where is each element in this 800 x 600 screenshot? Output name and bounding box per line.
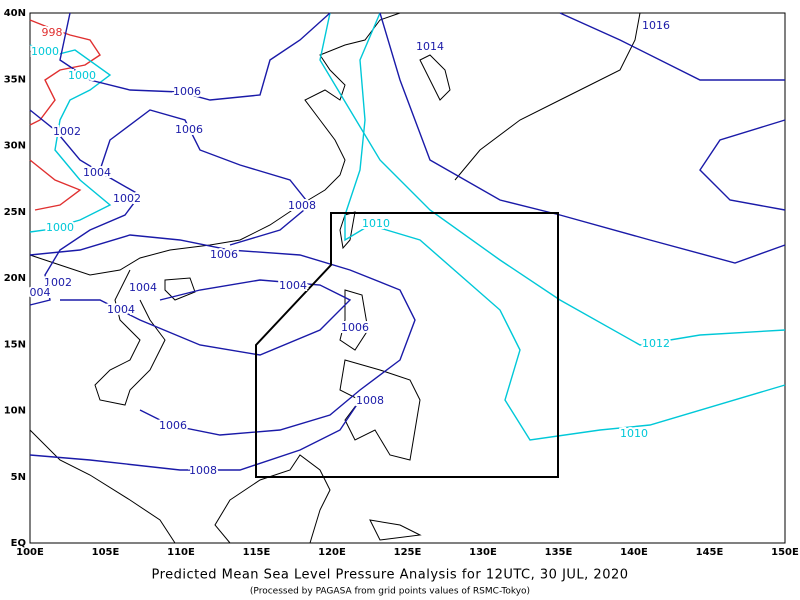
contour-label: 1012 <box>642 337 670 350</box>
contour-label: 1008 <box>189 464 217 477</box>
title: Predicted Mean Sea Level Pressure Analys… <box>151 568 628 583</box>
contour-label: 1002 <box>44 276 72 289</box>
contour-label: 1004 <box>107 303 135 316</box>
contour-label: 1006 <box>159 419 187 432</box>
x-axis-label: 130E <box>469 547 497 558</box>
contour-label: 1000 <box>46 221 74 234</box>
x-axis-label: 115E <box>243 547 271 558</box>
y-axis-label: 10N <box>4 406 26 417</box>
x-axis-label: 150E <box>771 547 799 558</box>
contour-label: 1006 <box>173 85 201 98</box>
y-axis-label: 15N <box>4 339 26 350</box>
x-axis-label: 125E <box>394 547 422 558</box>
contour-label: 1006 <box>210 248 238 261</box>
map-frame <box>29 12 786 544</box>
x-axis-label: 100E <box>16 547 44 558</box>
y-axis-label: 5N <box>11 472 26 483</box>
y-axis-label: 20N <box>4 273 26 284</box>
contour-label: 998 <box>42 26 63 39</box>
y-axis-label: 35N <box>4 74 26 85</box>
contour-label: 1004 <box>83 166 111 179</box>
contour-label: 1006 <box>175 123 203 136</box>
contour-label: 1008 <box>288 199 316 212</box>
x-axis-label: 110E <box>167 547 195 558</box>
coastlines <box>29 12 641 544</box>
contour-label: 1002 <box>113 192 141 205</box>
contour-label: 1010 <box>362 217 390 230</box>
contour-label: 1000 <box>31 45 59 58</box>
x-axis-label: 145E <box>696 547 724 558</box>
contour-label: 1000 <box>68 69 96 82</box>
y-axis-label: EQ <box>11 538 26 549</box>
contour-label: 1010 <box>620 427 648 440</box>
contour-label: 1002 <box>53 125 81 138</box>
contour-label: 1016 <box>642 19 670 32</box>
isobars <box>29 12 786 471</box>
contour-label: 1014 <box>416 40 444 53</box>
contour-label: 1008 <box>356 394 384 407</box>
x-axis-label: 140E <box>620 547 648 558</box>
y-axis-label: 30N <box>4 141 26 152</box>
analysis-box <box>255 212 559 478</box>
x-axis-label: 105E <box>92 547 120 558</box>
y-axis-label: 40N <box>4 8 26 19</box>
contour-label: 1006 <box>341 321 369 334</box>
x-axis-label: 120E <box>318 547 346 558</box>
contour-label: 1004 <box>129 281 157 294</box>
subtitle: (Processed by PAGASA from grid points va… <box>250 587 530 597</box>
contour-label: 004 <box>30 286 51 299</box>
contour-labels: 998 1000 1000 1000 1010 1012 1010 1002 1… <box>28 17 673 479</box>
x-axis-label: 135E <box>545 547 573 558</box>
y-axis-label: 25N <box>4 207 26 218</box>
contour-label: 1004 <box>279 279 307 292</box>
